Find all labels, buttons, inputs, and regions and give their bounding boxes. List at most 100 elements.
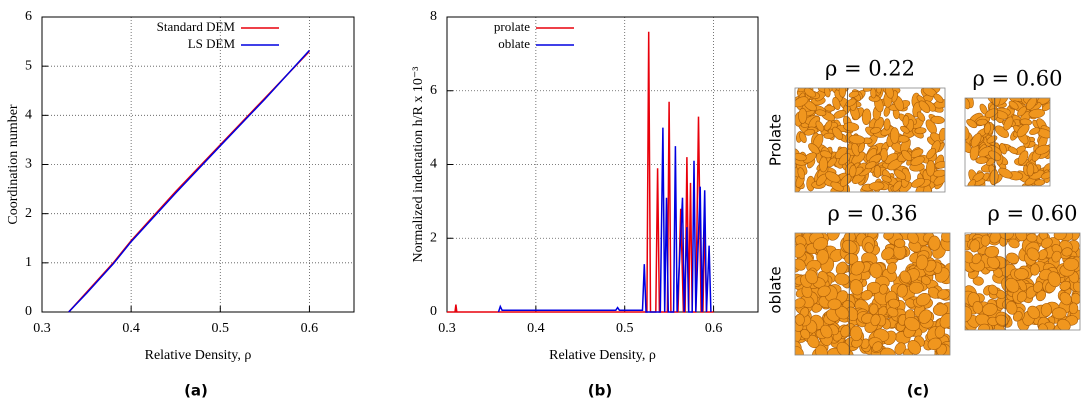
particle — [971, 253, 982, 265]
particle — [799, 132, 807, 144]
x-tick-label: 0.6 — [705, 321, 723, 336]
particle — [920, 275, 931, 286]
particle — [1047, 271, 1061, 288]
particle — [1032, 281, 1044, 293]
particle — [832, 97, 841, 110]
particle — [815, 120, 825, 132]
particle — [808, 143, 820, 155]
particle — [988, 284, 999, 296]
particle — [926, 147, 936, 160]
box-outline — [964, 97, 1051, 187]
particle — [1008, 238, 1020, 249]
particle — [805, 269, 818, 285]
particle — [907, 233, 919, 244]
particle — [925, 160, 936, 177]
particle — [881, 175, 892, 183]
particle — [883, 233, 894, 240]
particle — [908, 281, 924, 294]
particle — [1026, 247, 1040, 261]
y-tick-label: 1 — [25, 255, 32, 270]
particle — [892, 180, 903, 192]
particle — [825, 171, 841, 183]
x-axis-label: Relative Density, ρ — [145, 348, 252, 363]
particle — [1015, 233, 1028, 242]
particle — [910, 155, 925, 166]
particle — [937, 289, 950, 300]
particle — [880, 347, 896, 355]
legend-label: prolate — [494, 19, 530, 34]
y-tick-label: 0 — [25, 304, 32, 319]
particle-packing — [965, 233, 1080, 330]
particle — [1068, 302, 1079, 315]
particle — [795, 243, 806, 259]
row-label: oblate — [767, 266, 785, 313]
particle — [870, 313, 881, 327]
particle — [972, 276, 984, 286]
data-line — [68, 49, 310, 313]
particle — [986, 256, 1000, 269]
particle — [1003, 116, 1014, 131]
particle — [1059, 280, 1071, 291]
x-tick-label: 0.3 — [33, 321, 51, 336]
y-tick-label: 3 — [25, 157, 32, 172]
particle — [820, 324, 833, 339]
particle — [840, 325, 851, 338]
particle — [824, 105, 836, 112]
particle — [918, 309, 932, 324]
particle — [1008, 146, 1018, 155]
particle — [842, 239, 858, 254]
particle — [975, 156, 989, 164]
particle — [795, 297, 806, 309]
particle — [930, 115, 945, 124]
particle — [826, 157, 837, 168]
particle — [902, 115, 910, 127]
particle — [907, 340, 922, 355]
box-outline — [794, 232, 951, 356]
row-label: Prolate — [767, 114, 785, 166]
particle — [832, 126, 843, 140]
particle — [899, 270, 911, 284]
particle — [849, 279, 864, 296]
y-tick-label: 5 — [25, 58, 32, 73]
particle — [1005, 300, 1018, 315]
y-tick-label: 6 — [25, 9, 32, 24]
particle — [803, 152, 817, 164]
particle — [1040, 237, 1053, 249]
particle — [850, 325, 863, 342]
particle — [933, 93, 944, 103]
particle — [1028, 108, 1045, 119]
particle — [1026, 163, 1035, 177]
x-tick-label: 0.5 — [212, 321, 230, 336]
particle — [883, 118, 891, 131]
particle — [1016, 123, 1030, 138]
particle — [860, 290, 873, 301]
particle — [1063, 257, 1080, 271]
particle — [795, 258, 806, 271]
particle — [848, 134, 866, 145]
particle — [827, 298, 842, 310]
particle-packing — [795, 233, 950, 355]
particle — [864, 242, 874, 254]
particle — [795, 313, 805, 326]
particle — [896, 283, 908, 298]
particle — [1036, 290, 1047, 302]
particle — [1059, 292, 1072, 306]
particle — [1040, 171, 1050, 180]
particle — [984, 245, 1000, 258]
particle — [967, 179, 976, 186]
particle — [901, 149, 912, 162]
particle — [999, 233, 1014, 240]
particle — [804, 128, 815, 136]
particle — [1027, 305, 1040, 319]
particle — [894, 342, 906, 355]
particle — [1051, 307, 1067, 320]
particle — [838, 88, 847, 98]
x-tick-label: 0.3 — [438, 321, 456, 336]
density-label: ρ = 0.60 — [987, 202, 1077, 226]
particle — [881, 247, 895, 261]
x-tick-label: 0.4 — [122, 321, 140, 336]
particle — [965, 251, 974, 264]
y-tick-label: 4 — [430, 157, 437, 172]
particle — [868, 181, 885, 191]
